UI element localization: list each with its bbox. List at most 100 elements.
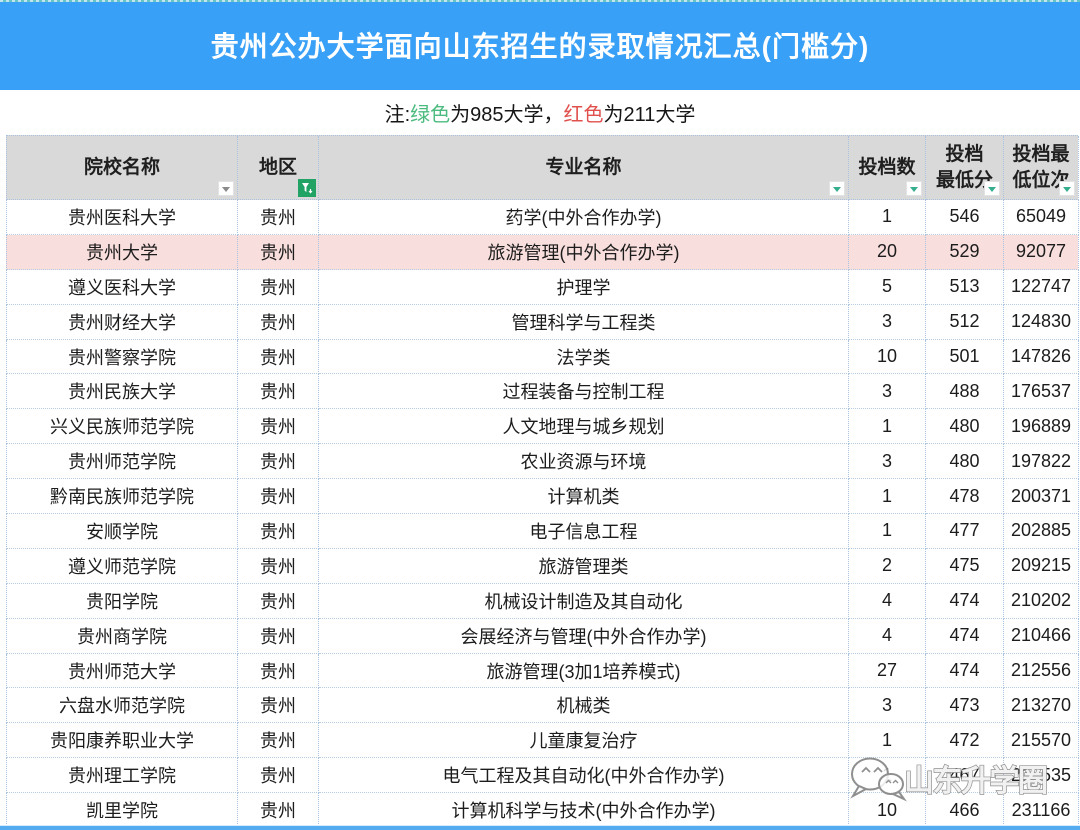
region-cell: 贵州	[238, 339, 319, 375]
score-cell: 474	[926, 653, 1004, 689]
school-cell: 贵州师范学院	[7, 444, 238, 480]
chevron-down-icon	[222, 187, 230, 192]
major-cell: 计算机类	[319, 479, 849, 515]
count-cell: 10	[849, 793, 926, 829]
rank-cell: 147826	[1004, 339, 1079, 375]
count-cell: 10	[849, 339, 926, 375]
score-cell: 512	[926, 304, 1004, 340]
page-title: 贵州公办大学面向山东招生的录取情况汇总(门槛分)	[210, 31, 870, 62]
major-cell: 会展经济与管理(中外合作办学)	[319, 618, 849, 654]
admissions-table: 院校名称 地区 专业名称 投档数 投档 最低分 投档最	[6, 135, 1079, 829]
col-header-min-rank-line2: 低位次	[1012, 169, 1070, 191]
count-cell: 3	[849, 374, 926, 410]
school-cell: 贵州理工学院	[7, 758, 238, 794]
col-header-school-label: 院校名称	[83, 156, 160, 178]
rank-cell: 122747	[1004, 269, 1079, 305]
rank-cell: 215570	[1004, 723, 1079, 759]
score-cell: 488	[926, 374, 1004, 410]
chevron-down-icon	[833, 187, 841, 192]
school-cell: 贵州医科大学	[7, 200, 238, 235]
region-cell: 贵州	[238, 723, 319, 759]
col-header-region: 地区	[238, 136, 319, 200]
chevron-down-icon	[1063, 187, 1071, 192]
region-cell: 贵州	[238, 374, 319, 410]
score-cell: 529	[926, 234, 1004, 270]
score-cell: 474	[926, 618, 1004, 654]
school-cell: 凯里学院	[7, 793, 238, 829]
major-cell: 旅游管理类	[319, 548, 849, 584]
school-cell: 贵州商学院	[7, 618, 238, 654]
major-filter-dropdown-icon[interactable]	[829, 181, 845, 196]
rank-filter-dropdown-icon[interactable]	[1059, 181, 1075, 196]
table-body: 贵州医科大学 贵州 药学(中外合作办学) 1 546 65049 贵州大学 贵州 旅游管理(中外…	[6, 200, 1079, 829]
col-header-major: 专业名称	[319, 136, 849, 200]
score-cell: 501	[926, 339, 1004, 375]
count-cell: 3	[849, 304, 926, 340]
rank-cell: 176537	[1004, 374, 1079, 410]
major-cell: 农业资源与环境	[319, 444, 849, 480]
major-cell: 护理学	[319, 269, 849, 305]
region-active-filter-icon[interactable]	[298, 179, 316, 197]
school-cell: 贵州民族大学	[7, 374, 238, 410]
region-cell: 贵州	[238, 514, 319, 549]
rank-cell: 200371	[1004, 479, 1079, 515]
table-header-row: 院校名称 地区 专业名称 投档数 投档 最低分 投档最	[6, 135, 1079, 200]
count-filter-dropdown-icon[interactable]	[906, 181, 922, 196]
region-cell: 贵州	[238, 444, 319, 480]
rank-cell: 202885	[1004, 514, 1079, 549]
table-row: 贵州商学院 贵州 会展经济与管理(中外合作办学) 4 474 210466	[6, 618, 1079, 654]
count-cell: 1	[849, 479, 926, 515]
legend-note-suffix: 为211大学	[603, 104, 696, 126]
count-cell: 1	[849, 409, 926, 445]
table-row: 贵州理工学院 贵州 电气工程及其自动化(中外合作办学) 1 467 218535	[6, 758, 1079, 794]
major-cell: 计算机科学与技术(中外合作办学)	[319, 793, 849, 829]
school-cell: 贵州财经大学	[7, 304, 238, 340]
col-header-min-score-line1: 投档	[945, 143, 984, 165]
rank-cell: 65049	[1004, 200, 1079, 235]
table-row: 贵州大学 贵州 旅游管理(中外合作办学) 20 529 92077	[6, 234, 1079, 270]
school-cell: 遵义师范学院	[7, 548, 238, 584]
table-row: 贵州财经大学 贵州 管理科学与工程类 3 512 124830	[6, 304, 1079, 340]
major-cell: 旅游管理(3加1培养模式)	[319, 653, 849, 689]
score-cell: 475	[926, 548, 1004, 584]
count-cell: 4	[849, 583, 926, 619]
score-cell: 474	[926, 583, 1004, 619]
region-cell: 贵州	[238, 234, 319, 270]
score-cell: 477	[926, 514, 1004, 549]
region-cell: 贵州	[238, 548, 319, 584]
region-cell: 贵州	[238, 618, 319, 654]
table-row: 安顺学院 贵州 电子信息工程 1 477 202885	[6, 514, 1079, 549]
col-header-region-label: 地区	[258, 156, 297, 178]
major-cell: 旅游管理(中外合作办学)	[319, 234, 849, 270]
school-cell: 贵阳康养职业大学	[7, 723, 238, 759]
count-cell: 20	[849, 234, 926, 270]
rank-cell: 212556	[1004, 653, 1079, 689]
chevron-down-icon	[988, 187, 996, 192]
region-cell: 贵州	[238, 583, 319, 619]
col-header-count-label: 投档数	[858, 156, 916, 178]
col-header-min-rank: 投档最 低位次	[1004, 136, 1079, 200]
col-header-count: 投档数	[849, 136, 926, 200]
count-cell: 5	[849, 269, 926, 305]
table-row: 贵州师范大学 贵州 旅游管理(3加1培养模式) 27 474 212556	[6, 653, 1079, 689]
school-cell: 遵义医科大学	[7, 269, 238, 305]
table-row: 贵州民族大学 贵州 过程装备与控制工程 3 488 176537	[6, 374, 1079, 410]
count-cell: 1	[849, 514, 926, 549]
table-row: 贵阳康养职业大学 贵州 儿童康复治疗 1 472 215570	[6, 723, 1079, 759]
major-cell: 儿童康复治疗	[319, 723, 849, 759]
major-cell: 机械设计制造及其自动化	[319, 583, 849, 619]
score-cell: 480	[926, 409, 1004, 445]
region-cell: 贵州	[238, 688, 319, 724]
score-filter-dropdown-icon[interactable]	[984, 181, 1000, 196]
count-cell: 3	[849, 688, 926, 724]
major-cell: 管理科学与工程类	[319, 304, 849, 340]
rank-cell: 210202	[1004, 583, 1079, 619]
region-cell: 贵州	[238, 758, 319, 794]
school-filter-dropdown-icon[interactable]	[218, 181, 234, 196]
legend-985-label: 绿色	[410, 104, 451, 126]
rank-cell: 197822	[1004, 444, 1079, 480]
major-cell: 过程装备与控制工程	[319, 374, 849, 410]
count-cell: 1	[849, 723, 926, 759]
bottom-edge	[0, 825, 1080, 830]
region-cell: 贵州	[238, 653, 319, 689]
